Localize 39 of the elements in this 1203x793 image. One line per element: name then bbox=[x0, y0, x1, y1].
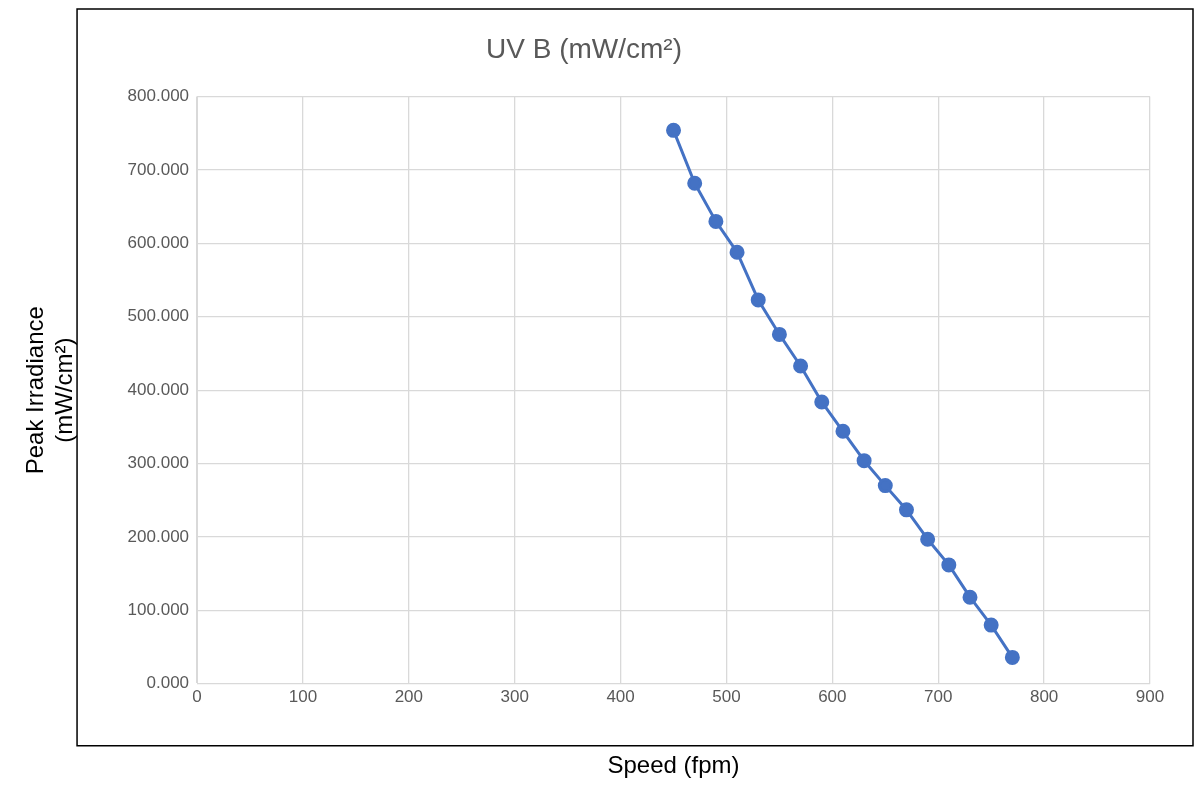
point bbox=[750, 292, 766, 308]
point bbox=[856, 453, 872, 469]
y-tick-label: 200.000 bbox=[127, 526, 190, 546]
y-tick-label: 600.000 bbox=[127, 233, 190, 253]
point bbox=[920, 531, 936, 547]
point bbox=[983, 617, 999, 633]
x-tick-label: 700 bbox=[924, 686, 953, 706]
y-tick-label: 0.000 bbox=[146, 673, 190, 693]
x-axis-title: Speed (fpm) bbox=[607, 751, 740, 779]
point bbox=[666, 122, 682, 138]
point bbox=[814, 394, 830, 410]
point bbox=[877, 478, 893, 494]
point bbox=[687, 175, 703, 191]
y-axis-title: Peak Irradiance (mW/cm²) bbox=[21, 306, 77, 475]
x-tick-label: 200 bbox=[394, 686, 423, 706]
x-tick-label: 0 bbox=[192, 686, 202, 706]
x-tick-label: 800 bbox=[1029, 686, 1059, 706]
point bbox=[941, 557, 957, 573]
x-tick-label: 300 bbox=[500, 686, 529, 706]
y-tick-label: 700.000 bbox=[127, 159, 190, 179]
y-tick-label: 400.000 bbox=[127, 379, 190, 399]
y-tick-label: 800.000 bbox=[127, 86, 190, 106]
point bbox=[793, 358, 809, 374]
point bbox=[962, 589, 978, 605]
y-tick-label: 500.000 bbox=[127, 306, 190, 326]
x-tick-label: 400 bbox=[606, 686, 635, 706]
y-tick-label: 100.000 bbox=[127, 600, 190, 620]
point bbox=[1004, 649, 1020, 665]
point bbox=[898, 502, 914, 518]
x-tick-label: 500 bbox=[712, 686, 741, 706]
point bbox=[835, 423, 851, 439]
point bbox=[729, 244, 745, 260]
y-tick-label: 300.000 bbox=[127, 453, 190, 473]
x-tick-label: 600 bbox=[818, 686, 847, 706]
x-tick-label: 100 bbox=[288, 686, 318, 706]
point bbox=[771, 326, 787, 342]
x-tick-label: 900 bbox=[1135, 686, 1165, 706]
point bbox=[708, 213, 724, 229]
chart-title: UV B (mW/cm²) bbox=[486, 32, 682, 64]
